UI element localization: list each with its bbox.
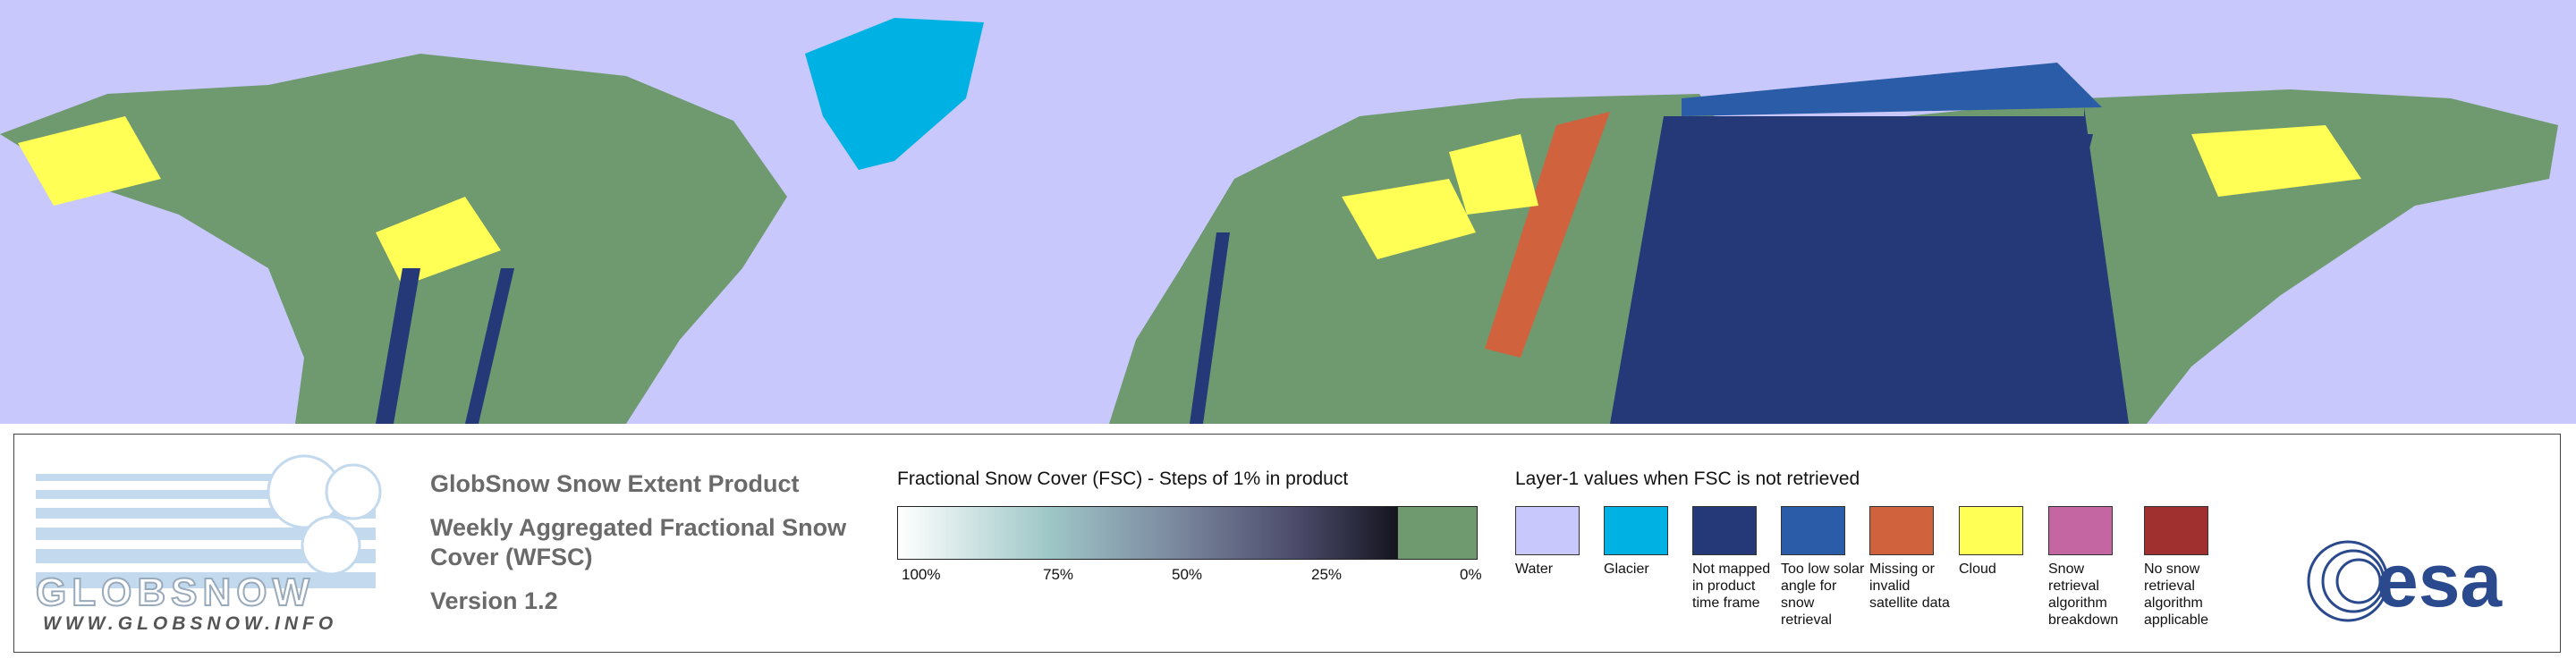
colorbar-tick: 100% xyxy=(902,566,941,583)
colorbar-title: Fractional Snow Cover (FSC) - Steps of 1… xyxy=(897,469,1349,489)
product-subtitle: Weekly Aggregated Fractional Snow Cover … xyxy=(430,514,847,570)
legend-swatch xyxy=(2144,506,2208,555)
legend-label: Glacier xyxy=(1604,561,1649,577)
logo-wordmark: GLOBSNOW xyxy=(35,570,315,615)
legend-label: Too low solar angle for snow retrieval xyxy=(1781,561,1865,628)
legend-label: No snow retrieval algorithm applicable xyxy=(2144,561,2209,628)
logo-graphic xyxy=(36,454,382,588)
map xyxy=(0,0,2576,424)
legend-label: Snow retrieval algorithm breakdown xyxy=(2048,561,2119,628)
esa-name: esa xyxy=(2377,538,2503,622)
legend-label: Not mapped in product time frame xyxy=(1692,561,1771,611)
legend-swatch xyxy=(1959,506,2023,555)
legend-label: Water xyxy=(1515,561,1554,577)
legend-label: Missing or invalid satellite data xyxy=(1869,561,1950,611)
legend-swatch xyxy=(1692,506,1757,555)
esa-logo: esa xyxy=(2307,538,2503,622)
colorbar-tick: 25% xyxy=(1311,566,1343,583)
colorbar-gradient xyxy=(897,506,1398,560)
legend-swatch xyxy=(1515,506,1580,555)
legend-swatch xyxy=(2048,506,2113,555)
version: Version 1.2 xyxy=(430,587,558,614)
legend-swatch xyxy=(1869,506,1934,555)
logo-url: WWW.GLOBSNOW.INFO xyxy=(43,613,338,634)
layer1-title: Layer-1 values when FSC is not retrieved xyxy=(1515,469,1860,489)
legend-panel xyxy=(13,434,2561,653)
legend-label: Cloud xyxy=(1959,561,1996,577)
colorbar-tick: 0% xyxy=(1460,566,1482,583)
colorbar-tick: 75% xyxy=(1043,566,1074,583)
product-title: GlobSnow Snow Extent Product xyxy=(430,470,800,497)
colorbar-zero xyxy=(1398,506,1478,560)
colorbar-tick: 50% xyxy=(1172,566,1203,583)
legend-swatch xyxy=(1781,506,1845,555)
legend-swatch xyxy=(1604,506,1668,555)
